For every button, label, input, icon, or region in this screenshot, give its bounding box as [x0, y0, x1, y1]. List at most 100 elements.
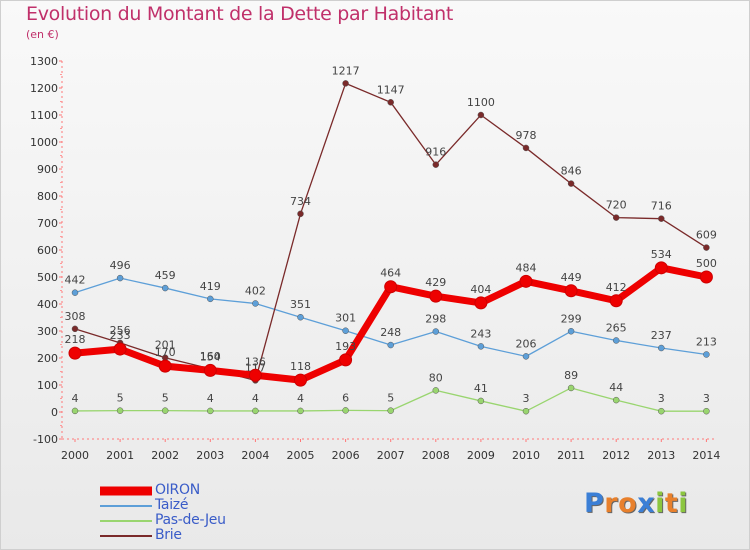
legend-label: Pas-de-Jeu	[155, 512, 226, 528]
x-tick-label: 2002	[151, 449, 179, 462]
data-point-pas-de-jeu	[658, 407, 665, 415]
x-tick-label: 2001	[106, 449, 134, 462]
data-label-pas-de-jeu: 5	[162, 392, 169, 405]
data-label-brie: 308	[65, 310, 86, 323]
logo-letter: i	[655, 488, 665, 519]
data-label-brie: 716	[651, 200, 672, 213]
data-label-brie: 256	[110, 324, 131, 337]
data-label-taiz-: 459	[155, 269, 176, 282]
data-point-pas-de-jeu	[432, 387, 440, 394]
y-tick-label: 300	[37, 325, 58, 338]
data-label-brie: 720	[606, 199, 627, 212]
data-label-taiz-: 299	[561, 312, 582, 325]
y-tick-label: -100	[33, 433, 58, 446]
x-tick-label: 2011	[557, 449, 585, 462]
data-label-taiz-: 243	[470, 327, 491, 340]
logo-letter: t	[664, 488, 679, 519]
data-label-oiron: 500	[696, 257, 717, 270]
data-label-taiz-: 442	[65, 274, 86, 287]
data-label-oiron: 404	[470, 283, 491, 296]
data-label-taiz-: 265	[606, 321, 627, 334]
data-label-pas-de-jeu: 3	[658, 392, 665, 405]
data-label-pas-de-jeu: 4	[297, 392, 304, 405]
data-point-pas-de-jeu	[522, 407, 530, 415]
data-point-brie	[342, 80, 349, 87]
chart-unit-label: (en €)	[26, 28, 59, 41]
data-point-brie	[522, 144, 530, 152]
legend-label: OIRON	[155, 482, 200, 498]
data-label-oiron: 233	[110, 329, 131, 342]
y-tick-label: 900	[37, 163, 58, 176]
y-tick-label: 100	[37, 379, 58, 392]
data-point-oiron	[564, 284, 578, 298]
data-point-oiron	[474, 296, 488, 310]
data-label-taiz-: 419	[200, 280, 221, 293]
data-point-taiz-	[387, 341, 394, 349]
data-point-oiron	[384, 280, 398, 294]
legend-swatch	[100, 504, 152, 507]
y-tick-label: 800	[37, 190, 58, 203]
data-label-pas-de-jeu: 3	[523, 392, 530, 405]
x-tick-label: 2004	[241, 449, 269, 462]
data-label-oiron: 154	[200, 350, 221, 363]
data-label-oiron: 170	[155, 346, 176, 359]
data-point-pas-de-jeu	[567, 384, 575, 392]
legend-swatch	[100, 519, 152, 522]
data-label-taiz-: 206	[516, 337, 537, 350]
data-label-oiron: 218	[65, 333, 86, 346]
data-point-taiz-	[432, 328, 440, 335]
data-label-brie: 1100	[467, 96, 495, 109]
data-label-pas-de-jeu: 4	[252, 392, 259, 405]
data-label-brie: 734	[290, 195, 311, 208]
data-label-taiz-: 298	[425, 313, 446, 326]
data-label-taiz-: 248	[380, 326, 401, 339]
data-label-brie: 916	[425, 146, 446, 159]
data-label-brie: 846	[561, 165, 582, 178]
logo-letter: x	[637, 488, 656, 519]
data-label-oiron: 449	[561, 271, 582, 284]
data-point-oiron	[68, 346, 82, 360]
y-tick-label: 1200	[30, 82, 58, 95]
data-point-oiron	[158, 359, 172, 373]
data-label-pas-de-jeu: 5	[387, 392, 394, 405]
x-tick-label: 2006	[332, 449, 360, 462]
data-point-pas-de-jeu	[477, 397, 485, 405]
data-point-oiron	[654, 261, 668, 275]
data-point-brie	[432, 161, 440, 168]
proxiti-logo: Proxiti	[584, 488, 688, 519]
data-point-oiron	[203, 363, 217, 377]
y-tick-label: 600	[37, 244, 58, 257]
data-point-brie	[71, 325, 79, 333]
data-label-taiz-: 351	[290, 298, 311, 311]
data-label-pas-de-jeu: 80	[429, 371, 443, 384]
data-point-pas-de-jeu	[207, 407, 214, 415]
data-point-oiron	[519, 274, 533, 288]
data-point-oiron	[339, 353, 353, 367]
data-label-taiz-: 402	[245, 284, 266, 297]
data-point-oiron	[429, 289, 443, 303]
data-point-pas-de-jeu	[612, 396, 620, 404]
data-point-pas-de-jeu	[342, 407, 349, 414]
data-label-oiron: 193	[335, 340, 356, 353]
data-label-pas-de-jeu: 5	[117, 392, 124, 405]
data-label-taiz-: 237	[651, 329, 672, 342]
data-point-oiron	[113, 342, 127, 356]
data-label-pas-de-jeu: 41	[474, 382, 488, 395]
y-tick-label: 200	[37, 352, 58, 365]
chart-title: Evolution du Montant de la Dette par Hab…	[26, 3, 454, 25]
data-point-taiz-	[116, 274, 124, 282]
data-point-taiz-	[658, 344, 665, 352]
data-point-brie	[612, 214, 620, 221]
data-point-taiz-	[342, 327, 349, 334]
y-tick-label: 1300	[30, 55, 58, 68]
data-label-brie: 117	[245, 361, 266, 374]
data-label-oiron: 136	[245, 355, 266, 368]
x-tick-label: 2009	[467, 449, 495, 462]
data-label-pas-de-jeu: 3	[703, 392, 710, 405]
data-label-oiron: 534	[651, 248, 672, 261]
data-point-brie	[658, 215, 665, 222]
y-tick-label: 1100	[30, 109, 58, 122]
y-tick-label: 0	[51, 406, 58, 419]
data-point-pas-de-jeu	[297, 407, 304, 415]
